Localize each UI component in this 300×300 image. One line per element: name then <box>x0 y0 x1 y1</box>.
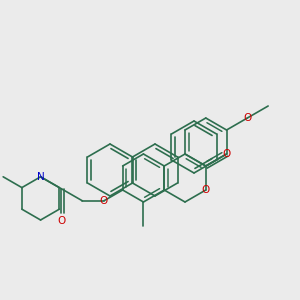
Text: O: O <box>100 196 108 206</box>
Text: N: N <box>37 172 44 182</box>
Text: O: O <box>222 149 231 159</box>
Text: O: O <box>243 113 251 123</box>
Text: O: O <box>57 216 66 226</box>
Text: O: O <box>202 185 210 195</box>
